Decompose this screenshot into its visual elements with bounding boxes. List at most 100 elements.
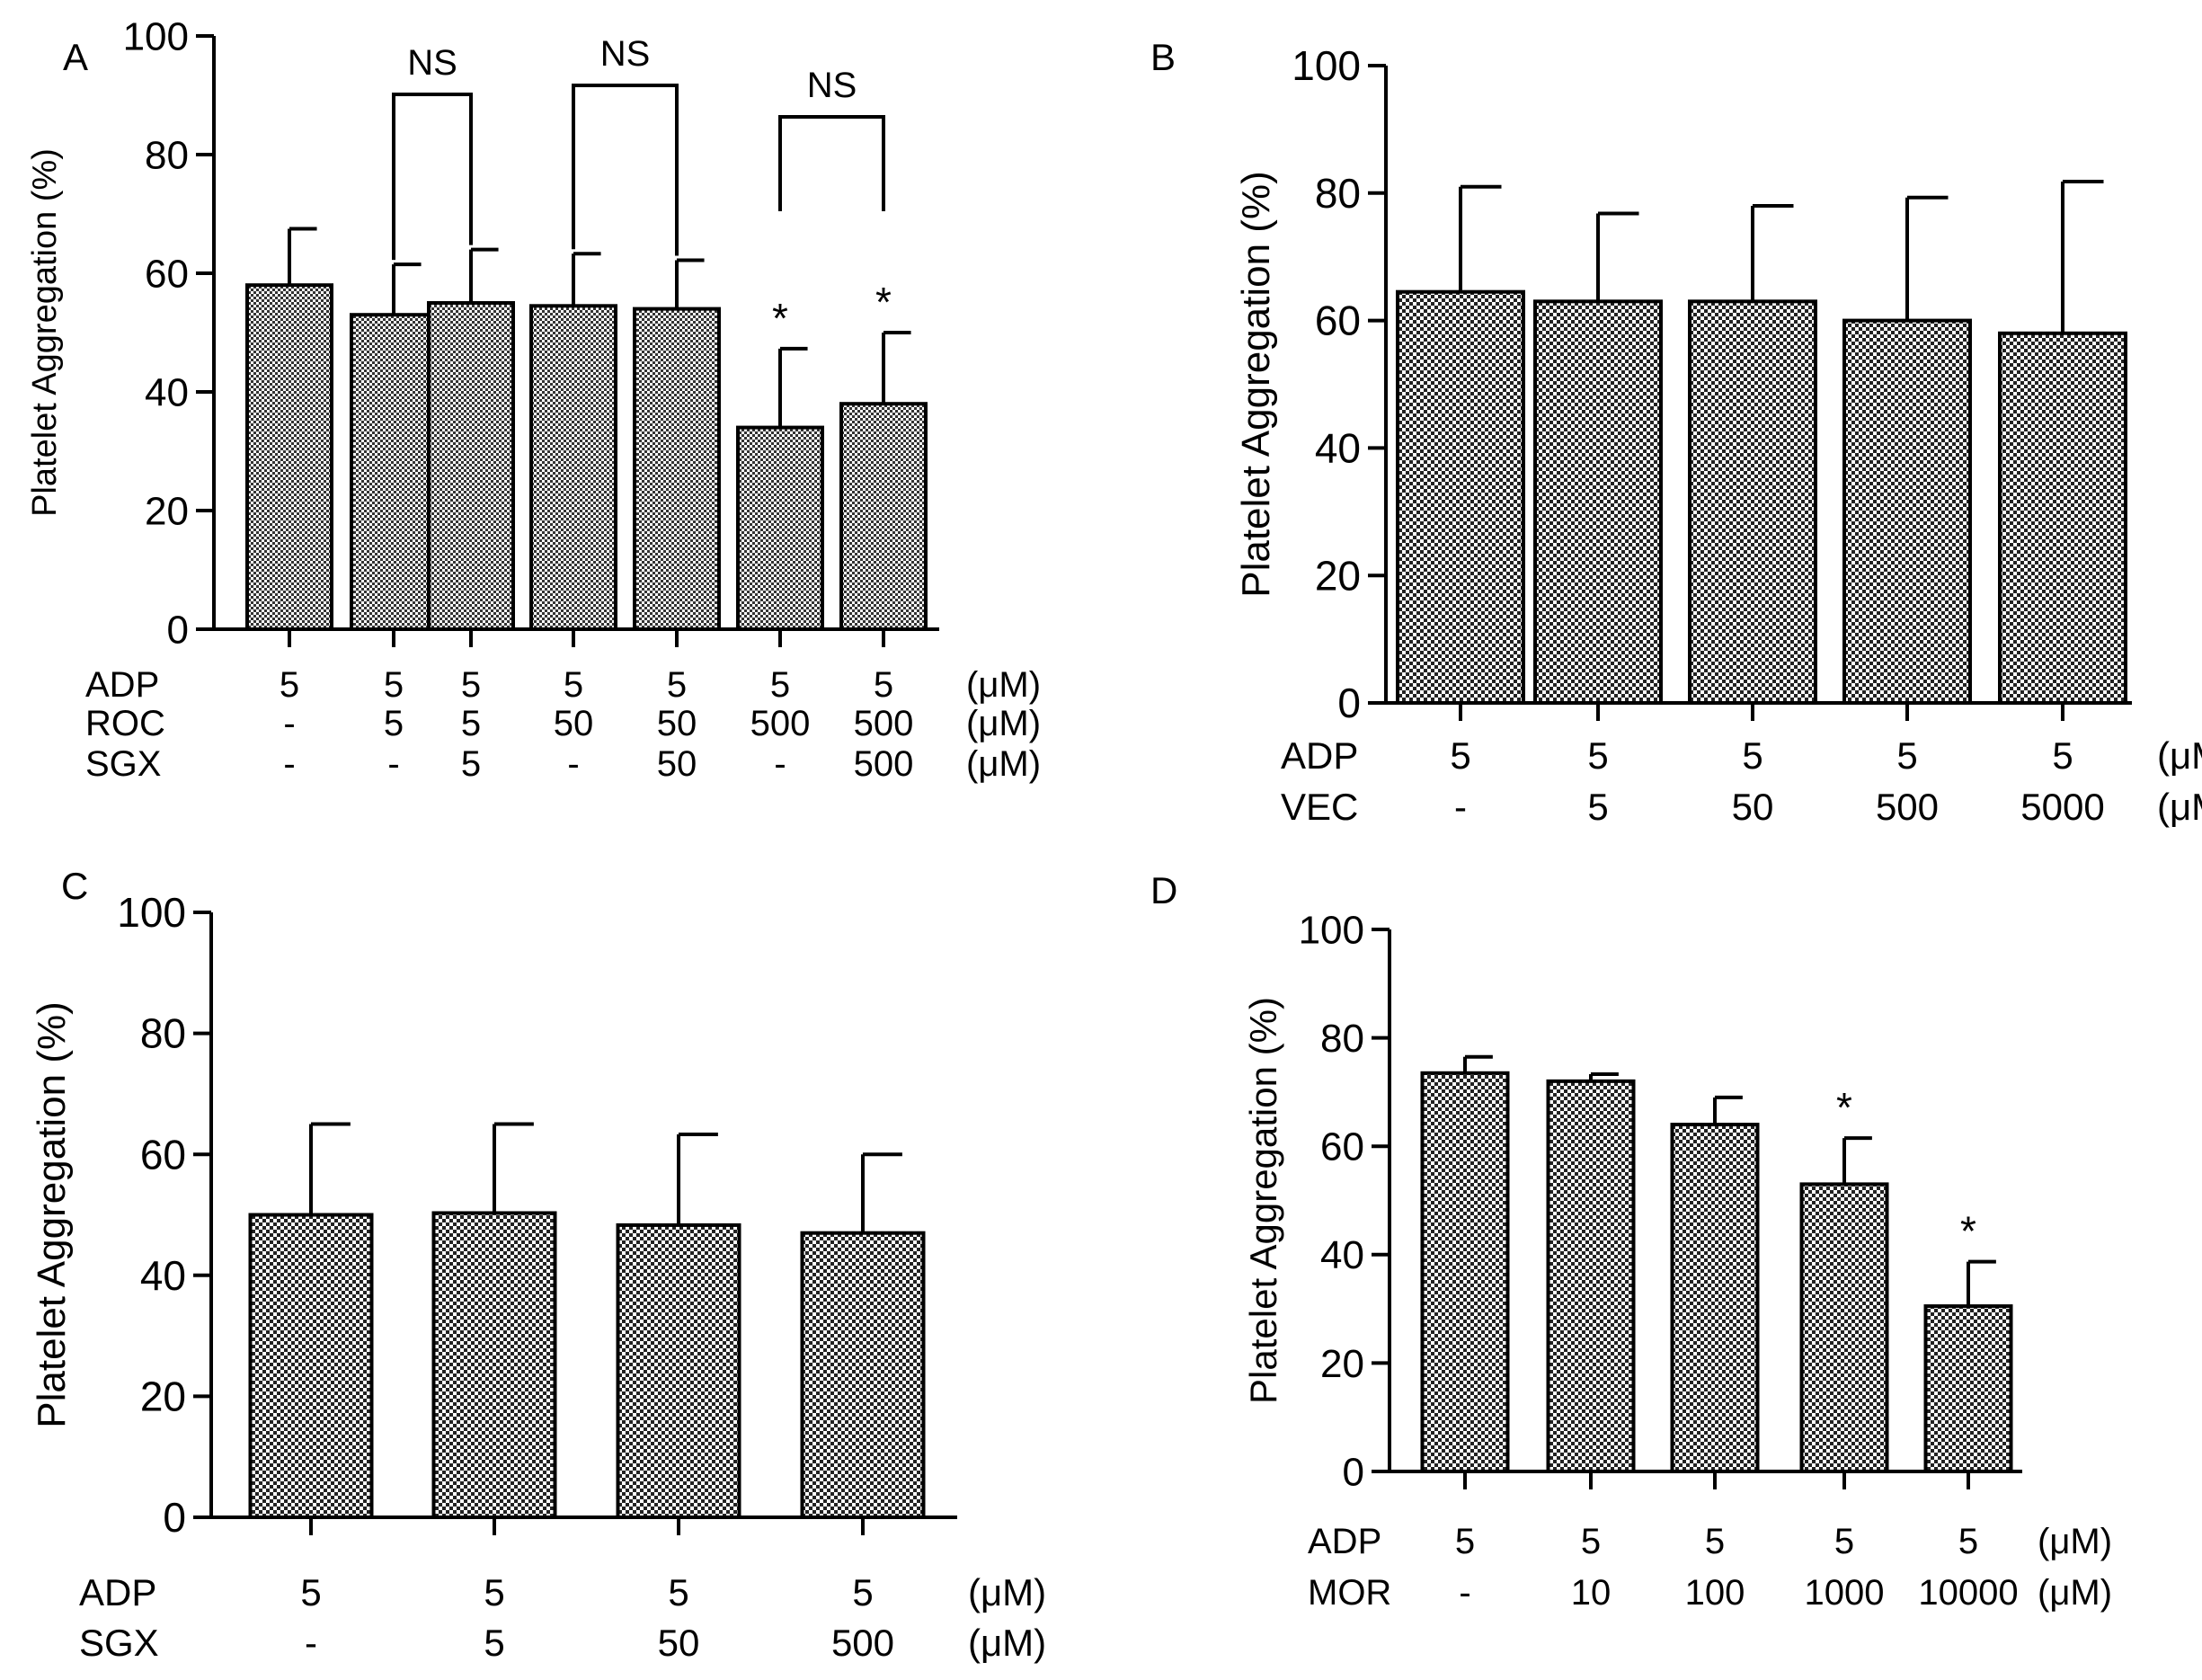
comparison-bracket <box>392 93 473 261</box>
row-value: 5 <box>484 1571 504 1613</box>
row-value: 5 <box>280 665 299 705</box>
row-label: ROC <box>85 704 165 743</box>
row-value: 5 <box>300 1571 321 1613</box>
row-value: 5 <box>1705 1522 1725 1561</box>
bar <box>1533 299 1663 705</box>
row-value: 5 <box>1896 734 1917 777</box>
row-value: 5 <box>668 1571 688 1613</box>
bar <box>245 283 333 631</box>
y-tick-label: 60 <box>140 1131 186 1178</box>
panel-letter: A <box>63 36 88 78</box>
y-tick-label: 20 <box>140 1373 186 1420</box>
bar <box>1842 318 1972 705</box>
y-tick-label: 60 <box>1320 1125 1364 1169</box>
row-value: 5 <box>1834 1522 1854 1561</box>
bar <box>248 1213 374 1519</box>
y-tick-label: 20 <box>1315 552 1361 599</box>
y-tick-label: 80 <box>145 133 189 177</box>
row-value: - <box>774 744 786 784</box>
bar <box>1546 1079 1636 1473</box>
y-tick-label: 40 <box>140 1252 186 1299</box>
row-unit: (μM) <box>2038 1573 2112 1613</box>
row-value: 5000 <box>2020 786 2104 828</box>
row-value: - <box>387 744 399 784</box>
bar <box>1420 1071 1510 1474</box>
bar <box>350 313 438 631</box>
y-tick-label: 80 <box>140 1010 186 1057</box>
bar <box>633 307 721 631</box>
row-label: VEC <box>1281 786 1358 828</box>
row-value: 5 <box>2052 734 2073 777</box>
row-label: ADP <box>1281 734 1358 777</box>
y-tick-label: 0 <box>163 1494 186 1541</box>
row-label: ADP <box>1308 1522 1381 1561</box>
bar <box>800 1231 926 1519</box>
row-value: 1000 <box>1805 1573 1885 1613</box>
row-unit: (μM) <box>968 1571 1046 1613</box>
significance-marker: * <box>1836 1084 1852 1131</box>
significance-marker: * <box>1960 1208 1976 1255</box>
y-tick-label: 100 <box>1299 908 1364 952</box>
row-value: 50 <box>1732 786 1774 828</box>
comparison-bracket <box>778 115 885 211</box>
bar <box>736 425 824 631</box>
row-value: 5 <box>384 704 404 743</box>
bracket-label-ns: NS <box>807 66 857 105</box>
row-value: 5 <box>1450 734 1470 777</box>
bar <box>427 301 515 631</box>
y-tick-label: 20 <box>145 489 189 533</box>
row-value: 10 <box>1571 1573 1612 1613</box>
row-value: 50 <box>658 1622 700 1664</box>
row-value: 5 <box>770 665 790 705</box>
bar <box>1396 289 1525 705</box>
row-value: 5 <box>461 665 481 705</box>
y-tick-label: 0 <box>1343 1450 1364 1494</box>
bar <box>1799 1182 1889 1474</box>
row-value: 5 <box>1587 786 1608 828</box>
row-value: - <box>283 744 295 784</box>
bar <box>1998 331 2127 705</box>
row-unit: (μM) <box>966 704 1041 743</box>
row-value: 5 <box>564 665 583 705</box>
panel-b: B 0 20 40 60 80 100 Platelet Aggregation (%) ADP… <box>1150 36 2202 828</box>
bar <box>431 1211 557 1519</box>
row-value: 500 <box>854 704 914 743</box>
row-value: 5 <box>1587 734 1608 777</box>
bar <box>839 402 928 632</box>
y-tick-label: 40 <box>1315 425 1361 472</box>
row-value: 5 <box>461 744 481 784</box>
y-axis-title: Platelet Aggregation (%) <box>1234 171 1278 598</box>
panel-letter: C <box>61 865 88 907</box>
y-tick-label: 40 <box>1320 1233 1364 1277</box>
row-value: 500 <box>854 744 914 784</box>
row-unit: (μM) <box>2157 734 2202 777</box>
y-tick-label: 60 <box>1315 298 1361 344</box>
row-value: 50 <box>554 704 594 743</box>
row-value: 500 <box>831 1622 894 1664</box>
row-value: 500 <box>750 704 811 743</box>
row-value: 5 <box>1455 1522 1475 1561</box>
bar <box>529 304 617 631</box>
row-unit: (μM) <box>966 665 1041 705</box>
row-unit: (μM) <box>2157 786 2202 828</box>
y-tick-label: 100 <box>1292 42 1361 89</box>
significance-marker: * <box>875 279 892 325</box>
y-tick-label: 20 <box>1320 1342 1364 1386</box>
row-unit: (μM) <box>2038 1522 2112 1561</box>
panel-letter: B <box>1150 36 1176 78</box>
y-tick-label: 40 <box>145 370 189 414</box>
row-label: ADP <box>85 665 159 705</box>
y-axis-title: Platelet Aggregation (%) <box>1242 997 1284 1404</box>
row-value: - <box>567 744 579 784</box>
y-tick-label: 0 <box>167 608 189 652</box>
row-value: - <box>283 704 295 743</box>
bracket-label-ns: NS <box>600 34 651 74</box>
row-value: 100 <box>1685 1573 1745 1613</box>
panel-c: C 0 20 40 60 80 100 Platelet Aggregation (%) ADP… <box>30 865 1046 1664</box>
row-value: 5 <box>461 704 481 743</box>
row-value: 50 <box>657 704 697 743</box>
row-label: ADP <box>79 1571 156 1613</box>
panel-letter: D <box>1150 869 1177 911</box>
bracket-label-ns: NS <box>407 43 457 83</box>
